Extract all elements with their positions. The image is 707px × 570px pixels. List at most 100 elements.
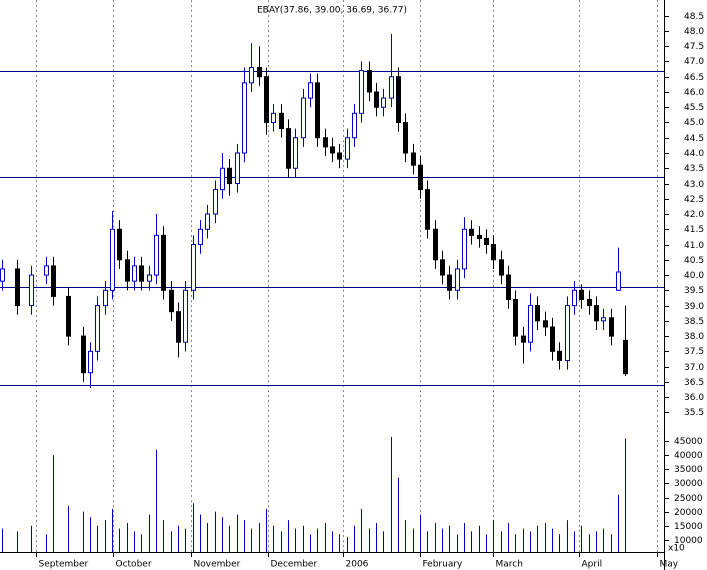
candle-body xyxy=(29,274,34,307)
candle-body xyxy=(587,298,592,307)
y-tick-label: 43.5 xyxy=(684,164,704,174)
x-tick-label: 2006 xyxy=(346,560,369,570)
candle-body xyxy=(359,70,364,114)
candle-body xyxy=(521,335,526,343)
y-tick-label: 40.0 xyxy=(684,271,704,281)
y-tick-label: 41.5 xyxy=(684,225,704,235)
candle-body xyxy=(323,137,328,148)
y-tick-label: 40.5 xyxy=(684,256,704,266)
y-tick-label: 37.5 xyxy=(684,347,704,357)
candle-body xyxy=(418,164,423,191)
chart-title: EBAY(37.86, 39.00, 36.69, 36.77) xyxy=(257,6,407,16)
y-tick-label: 37.0 xyxy=(684,363,704,373)
y-tick-label: 44.5 xyxy=(684,134,704,144)
candle-body xyxy=(543,320,548,328)
y-tick-label: 47.0 xyxy=(684,57,704,67)
candle-body xyxy=(132,265,137,282)
candle-body xyxy=(550,326,555,352)
candle-body xyxy=(286,128,291,169)
candle-body xyxy=(447,274,452,291)
candle-body xyxy=(462,228,467,270)
candle-body xyxy=(381,97,386,108)
candle-body xyxy=(66,295,71,337)
candle-body xyxy=(176,311,181,343)
candle-body xyxy=(315,82,320,139)
candle-body xyxy=(484,237,489,246)
candle-body xyxy=(433,228,438,261)
candle-body xyxy=(264,76,269,123)
candle-body xyxy=(396,76,401,123)
candle-body xyxy=(154,234,159,276)
candle-body xyxy=(352,112,357,139)
candle-body xyxy=(103,289,108,307)
volume-tick-label: 10000 xyxy=(674,536,703,546)
candle-body xyxy=(609,317,614,337)
candle-body xyxy=(455,268,460,291)
candle-body xyxy=(279,112,284,130)
candle-body xyxy=(477,234,482,239)
candle-body xyxy=(235,152,240,185)
y-tick-label: 48.5 xyxy=(684,12,704,22)
y-tick-label: 44.0 xyxy=(684,149,704,159)
y-tick-label: 47.5 xyxy=(684,42,704,52)
candle-body xyxy=(513,298,518,337)
candle-body xyxy=(0,268,5,282)
y-tick-label: 38.0 xyxy=(684,332,704,342)
candle-body xyxy=(242,82,247,154)
candle-body xyxy=(191,244,196,291)
volume-tick-label: 45000 xyxy=(674,437,703,447)
y-tick-label: 45.0 xyxy=(684,118,704,128)
y-tick-label: 46.0 xyxy=(684,88,704,98)
candle-body xyxy=(15,268,20,307)
candle-body xyxy=(257,67,262,78)
candle-body xyxy=(308,82,313,99)
candle-body xyxy=(411,152,416,166)
candle-body xyxy=(51,265,56,297)
candle-body xyxy=(183,289,188,343)
candle-body xyxy=(579,289,584,300)
candle-body xyxy=(565,305,570,361)
x-tick-label: February xyxy=(423,560,464,570)
volume-tick-label: 35000 xyxy=(674,465,703,475)
x-tick-label: September xyxy=(39,560,89,570)
candle-body xyxy=(499,259,504,276)
candle-body xyxy=(169,289,174,313)
y-tick-label: 43.0 xyxy=(684,180,704,190)
candle-body xyxy=(139,265,144,282)
x-tick-label: May xyxy=(660,560,679,570)
candle-body xyxy=(367,70,372,93)
y-tick-label: 42.5 xyxy=(684,195,704,205)
y-tick-label: 39.5 xyxy=(684,286,704,296)
y-tick-label: 39.0 xyxy=(684,302,704,312)
candle-body xyxy=(623,339,628,375)
candle-body xyxy=(616,271,621,291)
candle-body xyxy=(117,228,122,261)
candle-body xyxy=(594,305,599,322)
candle-body xyxy=(425,189,430,230)
y-tick-label: 38.5 xyxy=(684,317,704,327)
x-tick-label: December xyxy=(271,560,318,570)
candle-body xyxy=(110,228,115,291)
candle-body xyxy=(249,67,254,84)
candle-body xyxy=(271,112,276,123)
candle-body xyxy=(220,167,225,191)
candle-body xyxy=(491,244,496,261)
candle-body xyxy=(535,305,540,322)
x-tick-label: November xyxy=(194,560,241,570)
candle-body xyxy=(403,121,408,154)
candle-body xyxy=(506,274,511,300)
candle-body xyxy=(301,97,306,139)
candle-body xyxy=(374,91,379,108)
y-tick-label: 36.5 xyxy=(684,378,704,388)
candle-body xyxy=(601,317,606,322)
x-tick-label: March xyxy=(496,560,523,570)
candle-body xyxy=(389,76,394,99)
volume-tick-label: 40000 xyxy=(674,451,703,461)
candle-body xyxy=(161,234,166,291)
candle-body xyxy=(95,305,100,352)
y-tick-label: 42.0 xyxy=(684,210,704,220)
y-tick-label: 35.5 xyxy=(684,408,704,418)
x-tick-label: April xyxy=(582,560,603,570)
candle-body xyxy=(198,228,203,246)
candle-body xyxy=(345,137,350,160)
